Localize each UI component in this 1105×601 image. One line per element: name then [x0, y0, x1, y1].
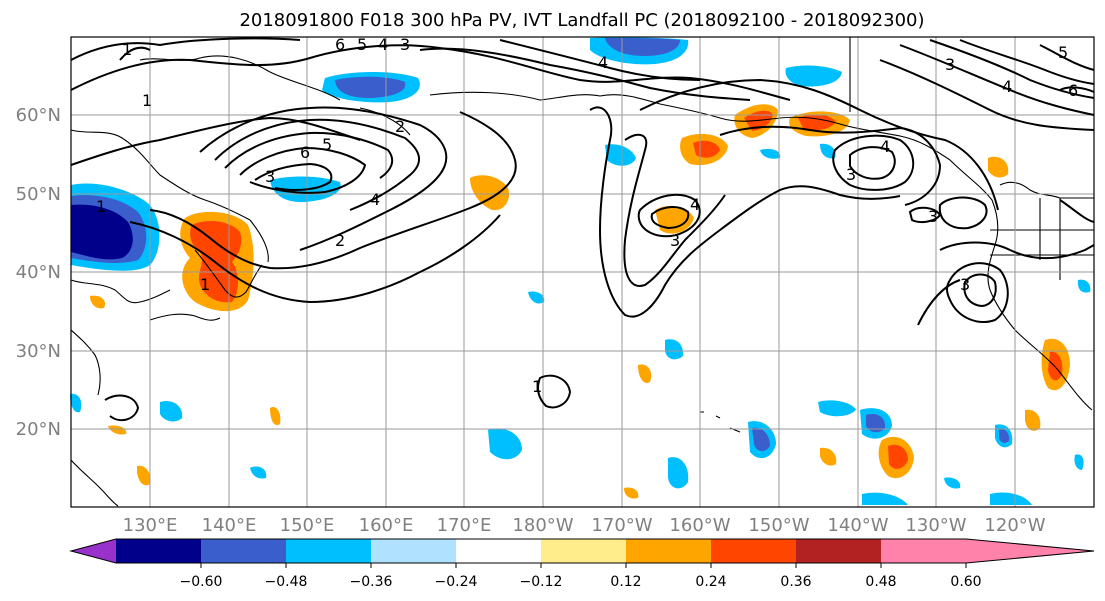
contour-label: 1	[122, 40, 132, 59]
lon-label: 150°W	[748, 515, 809, 536]
colorbar-swatch	[626, 539, 712, 563]
latitude-labels: 60°N 50°N 40°N 30°N 20°N	[16, 105, 61, 440]
contour-label: 4	[690, 195, 700, 214]
contour-label: 4	[378, 35, 388, 54]
contour-label: 4	[880, 137, 890, 156]
contour-label: 2	[395, 117, 405, 136]
colorbar-swatch	[286, 539, 372, 563]
colorbar-outline	[69, 538, 1095, 564]
colorbar-tick-label: 0.24	[695, 574, 726, 590]
contour-label: 3	[945, 55, 955, 74]
contour-label: 1	[532, 377, 542, 396]
colorbar-tick-label: 0.36	[780, 574, 811, 590]
graticule	[71, 37, 1094, 507]
colorbar-swatch	[881, 539, 967, 563]
lon-label: 130°E	[123, 515, 178, 536]
lon-label: 130°W	[905, 515, 966, 536]
contour-label: 3	[265, 167, 275, 186]
colorbar: −0.60 −0.48 −0.36 −0.24 −0.12 0.12 0.24 …	[69, 538, 1095, 590]
lon-label: 170°W	[591, 515, 652, 536]
contour-label: 3	[960, 275, 970, 294]
longitude-labels: 130°E 140°E 150°E 160°E 170°E 180°W 170°…	[123, 515, 1046, 536]
pv-contours	[70, 37, 1095, 422]
shaded-anomaly-field	[70, 37, 1091, 505]
colorbar-tick-label: 0.60	[950, 574, 981, 590]
map-panel: 6 5 4 3 2 1 6 5 4 3 2 1 4 3 1 4 3 4 3 3 …	[70, 35, 1095, 508]
contour-label: 3	[400, 35, 410, 54]
colorbar-swatch	[541, 539, 627, 563]
colorbar-swatch	[201, 539, 287, 563]
contour-label: 3	[670, 231, 680, 250]
lon-label: 170°E	[437, 515, 492, 536]
lat-label-40n: 40°N	[16, 262, 61, 283]
contour-label: 2	[335, 231, 345, 250]
contour-label: 3	[928, 207, 938, 226]
lon-label: 160°W	[669, 515, 730, 536]
colorbar-tick-label: 0.48	[865, 574, 896, 590]
contour-label: 1	[200, 275, 210, 294]
lon-label: 180°W	[512, 515, 573, 536]
colorbar-tick-label: −0.36	[350, 574, 393, 590]
contour-label: 4	[598, 53, 608, 72]
colorbar-tick-label: 0.12	[610, 574, 641, 590]
lon-label: 160°E	[359, 515, 414, 536]
colorbar-swatch	[711, 539, 797, 563]
lat-label-30n: 30°N	[16, 341, 61, 362]
colorbar-tick-label: −0.24	[435, 574, 478, 590]
contour-label: 1	[142, 91, 152, 110]
contour-label: 5	[322, 135, 332, 154]
lat-label-60n: 60°N	[16, 105, 61, 126]
colorbar-ticks	[200, 563, 967, 568]
contour-label: 5	[1058, 43, 1068, 62]
contour-label: 4	[1002, 77, 1012, 96]
contour-label: 6	[335, 35, 345, 54]
contour-label: 5	[357, 35, 367, 54]
lon-label: 120°W	[984, 515, 1045, 536]
contour-label: 4	[370, 190, 380, 209]
contour-label: 1	[96, 197, 106, 216]
lat-label-50n: 50°N	[16, 184, 61, 205]
colorbar-swatch	[371, 539, 457, 563]
colorbar-swatch	[796, 539, 882, 563]
lon-label: 150°E	[280, 515, 335, 536]
colorbar-tick-label: −0.12	[520, 574, 563, 590]
contour-labels: 6 5 4 3 2 1 6 5 4 3 2 1 4 3 1 4 3 4 3 3 …	[96, 35, 1078, 396]
contour-label: 3	[846, 165, 856, 184]
colorbar-high-extension	[966, 539, 1094, 563]
colorbar-swatch	[116, 539, 202, 563]
colorbar-low-extension	[71, 539, 116, 563]
lon-label: 140°E	[202, 515, 257, 536]
colorbar-swatch	[456, 539, 542, 563]
map-title: 2018091800 F018 300 hPa PV, IVT Landfall…	[239, 10, 924, 31]
contour-label: 6	[1068, 81, 1078, 100]
contour-label: 6	[300, 143, 310, 162]
lon-label: 140°W	[827, 515, 888, 536]
colorbar-tick-label: −0.48	[265, 574, 308, 590]
lat-label-20n: 20°N	[16, 419, 61, 440]
colorbar-tick-label: −0.60	[180, 574, 223, 590]
map-frame	[70, 36, 1095, 508]
